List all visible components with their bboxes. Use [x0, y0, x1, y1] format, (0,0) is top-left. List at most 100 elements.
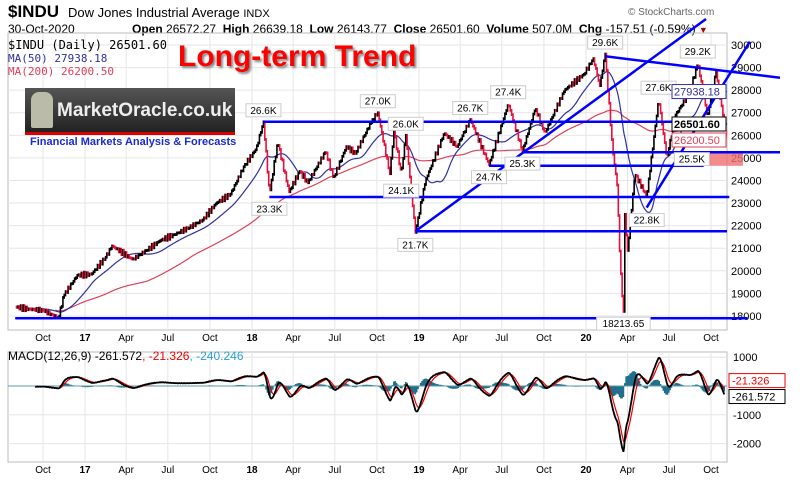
x-tick-label: Jul [495, 465, 508, 476]
annotation-label: 25.3K [509, 159, 535, 170]
annotation-box [397, 237, 434, 252]
price-panel [7, 32, 728, 331]
x-tick-label: Jul [495, 333, 508, 344]
price-bars [15, 52, 726, 320]
annotation-label: 26.0K [393, 119, 419, 130]
annotation-label: 23.3K [256, 204, 282, 215]
x-tick-label: Oct [369, 465, 385, 476]
y-tick-label: 26000 [731, 130, 762, 142]
annotation-box [587, 35, 624, 50]
legend-ma50: MA(50) 27938.18 [8, 52, 108, 65]
x-tick-label: Jul [161, 333, 174, 344]
security-name: Dow Jones Industrial Average [68, 5, 240, 20]
x-tick-label: 18 [246, 333, 258, 344]
annotation-title: Long-term Trend [178, 40, 417, 73]
x-tick-label: Oct [202, 465, 218, 476]
macd-legend-hist: , -240.246 [189, 349, 244, 363]
x-tick-label: Apr [620, 465, 636, 476]
annotation-label: 22.8K [634, 216, 660, 227]
x-tick-label: 19 [413, 333, 425, 344]
x-tick-label: Oct [369, 333, 385, 344]
annotation-box [245, 103, 282, 118]
x-tick-label: Apr [285, 333, 301, 344]
logo-tagline: Financial Markets Analysis & Forecasts [30, 136, 237, 148]
annotation-box [504, 156, 541, 171]
macd-y-tick-label: 1000 [733, 352, 757, 364]
macd-histogram [34, 371, 726, 399]
annotation-box [359, 94, 396, 109]
x-tick-label: 18 [246, 465, 258, 476]
x-tick-label: Apr [452, 333, 468, 344]
x-tick-label: Jul [328, 333, 341, 344]
macd-legend-signal: , -21.326 [142, 349, 190, 363]
macd-legend: MACD(12,26,9) -261.572, -21.326, -240.24… [8, 349, 244, 363]
annotation-box [383, 183, 420, 198]
annotation-box [596, 316, 651, 331]
ma50-tag-box [671, 84, 727, 100]
x-tick-label: 19 [413, 465, 425, 476]
annotation-box [452, 101, 489, 116]
annotation-box [673, 152, 710, 167]
price-legend: $INDU (Daily) 26501.60 MA(50) 27938.18 M… [8, 38, 167, 78]
logo-text: MarketOracle.co.uk [57, 100, 233, 121]
x-tick-label: Oct [35, 465, 51, 476]
x-tick-label: Oct [202, 333, 218, 344]
macd-legend-macd: MACD(12,26,9) -261.572 [8, 349, 143, 363]
x-tick-label: Oct [536, 333, 552, 344]
annotation-box [471, 170, 508, 185]
annotation-label: 26.6K [250, 106, 276, 117]
ma200-tag: 26200.50 [674, 135, 720, 147]
y-tick-label: 27000 [731, 108, 762, 120]
y-tick-label: 24000 [731, 175, 762, 187]
ma200-tag-box [671, 132, 727, 148]
annotation-box [490, 85, 527, 100]
macd-y-tick-label: -1000 [733, 410, 761, 422]
annotation-box [679, 44, 716, 59]
symbol: $INDU [8, 2, 60, 21]
statue-icon [31, 92, 53, 128]
annotation-label: 27.0K [365, 97, 391, 108]
x-tick-label: Apr [118, 465, 134, 476]
macd-line [34, 356, 726, 453]
annotation-label: 27.6K [645, 83, 671, 94]
x-tick-label: Jul [328, 465, 341, 476]
annotation-label: 24.7K [476, 173, 502, 184]
x-tick-label: Apr [452, 465, 468, 476]
x-tick-label: 17 [79, 465, 91, 476]
ma200-line [55, 109, 725, 312]
macd-signal-line [35, 360, 725, 444]
annotation-box [387, 116, 424, 131]
annotation-label: 25.5K [679, 155, 705, 166]
x-tick-label: Oct [35, 333, 51, 344]
macd-tag-box [728, 389, 786, 405]
macd-tag: -261.572 [732, 392, 775, 404]
x-tick-label: 20 [580, 333, 592, 344]
signal-tag: -21.326 [732, 376, 769, 388]
y-tick-label: 21000 [731, 243, 762, 255]
close-tag-box [671, 116, 727, 132]
annotation-label: 26.7K [457, 104, 483, 115]
macd-y-tick-label: -2000 [733, 439, 761, 451]
x-tick-label: 20 [580, 465, 592, 476]
copyright: © StockCharts.com [628, 7, 715, 18]
annotation-box [628, 213, 665, 228]
x-tick-label: Oct [703, 465, 719, 476]
annotation-label: 18213.65 [603, 319, 645, 330]
x-tick-label: Oct [703, 333, 719, 344]
annotation-label: 29.6K [592, 38, 618, 49]
y-tick-label: 18000 [731, 311, 762, 323]
annotation-label: 21.7K [402, 240, 428, 251]
trend-line [605, 55, 781, 79]
exchange: INDX [243, 8, 270, 20]
trend-line [414, 18, 707, 233]
x-tick-label: Jul [663, 333, 676, 344]
ma50-tag: 27938.18 [674, 87, 720, 99]
legend-ma200: MA(200) 26200.50 [8, 65, 114, 78]
y-tick-label: 23000 [731, 198, 762, 210]
down-triangle-icon: ▼ [698, 25, 708, 35]
y-tick-label: 19000 [731, 288, 762, 300]
x-tick-label: Oct [536, 465, 552, 476]
x-tick-label: Jul [161, 465, 174, 476]
annotation-label: 27.4K [495, 88, 521, 99]
logo: MarketOracle.co.uk [25, 88, 235, 135]
